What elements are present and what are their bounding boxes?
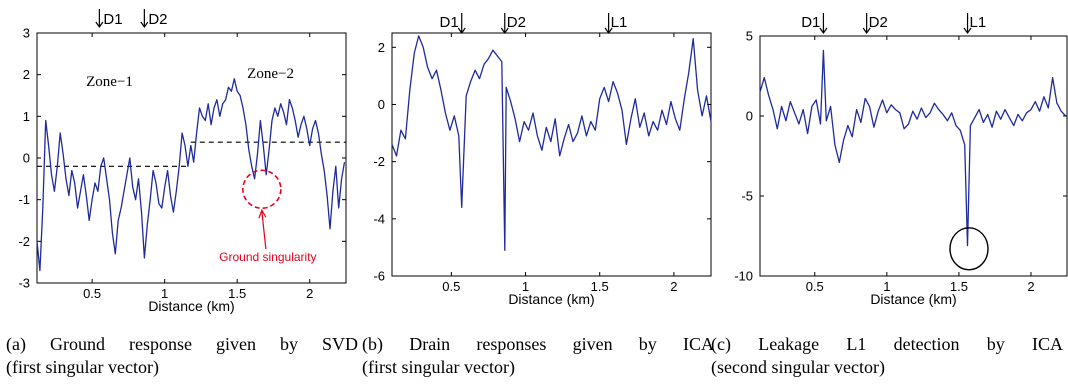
caption-b: (b) Drain responses given by ICA (first …: [362, 333, 714, 379]
panel-a-marker-D1-arrow: [95, 9, 104, 29]
panel-b-ytick-label-1: -4: [373, 211, 385, 226]
panel-b-xtick-label-1: 1: [522, 279, 529, 294]
panel-c-leak-circle: [949, 227, 989, 271]
panel-c-frame: [759, 35, 1068, 277]
panel-a-frame: [36, 32, 347, 284]
panel-c-ytick-label-0: -10: [734, 269, 753, 284]
panel-c-marker-D1-label: D1: [801, 14, 820, 31]
panel-a-ytick-label-2: -1: [18, 192, 30, 207]
panel-a-ytick-label-3: 0: [23, 151, 30, 166]
panel-c-marker-L1-arrow: [963, 13, 972, 35]
panel-b-marker-D2-arrow-head: [500, 27, 509, 35]
panel-c-marker-L1-arrow-head: [963, 27, 972, 35]
panel-b-marker-D1-arrow-head: [457, 27, 466, 35]
panel-a-zone2-label: Zone−2: [247, 66, 294, 82]
panel-a-ytick-label-4: 1: [23, 109, 30, 124]
panel-c-chart: -10 -5 0 5 0.5 1 1.5 2 Distance (km) D1 D2 L1: [734, 13, 1068, 307]
panel-a-xlabel: Distance (km): [148, 298, 234, 314]
panel-b-marker-D1-label: D1: [440, 14, 459, 31]
panel-a-marker-D2-arrow-head: [140, 21, 149, 29]
panel-b-ytick-label-3: 0: [378, 97, 385, 112]
panel-a-ytick-label-6: 3: [23, 26, 30, 41]
caption-a-line1: (a) Ground response given by SVD: [6, 334, 358, 354]
caption-c-line2: (second singular vector): [711, 357, 885, 377]
panel-a-xtick-label-2: 1.5: [228, 286, 246, 301]
panel-b-marker-L1-arrow-head: [604, 27, 613, 35]
panel-c-xtick-label-3: 2: [1027, 279, 1034, 294]
panel-c-marker-D2: D2: [862, 13, 888, 35]
panel-b-ytick-label-4: 2: [378, 40, 385, 55]
panel-a-xtick-label-3: 2: [306, 286, 313, 301]
panel-b-frame: [391, 32, 712, 277]
caption-c: (c) Leakage L1 detection by ICA (second …: [711, 333, 1063, 379]
panel-b-xlabel: Distance (km): [508, 291, 594, 307]
panel-a-marker-D2-label: D2: [148, 11, 167, 28]
panel-b-marker-D1-arrow: [457, 13, 466, 35]
caption-c-line1: (c) Leakage L1 detection by ICA: [711, 334, 1063, 354]
panel-a-ytick-label-1: -2: [18, 234, 30, 249]
panel-b-marker-L1: L1: [604, 13, 628, 35]
panel-b-marker-D2-label: D2: [507, 14, 526, 31]
panel-a-marker-D1-arrow-head: [95, 21, 104, 29]
panel-c-ytick-label-3: 5: [746, 29, 753, 44]
panel-c-marker-D2-label: D2: [869, 14, 888, 31]
panel-c-marker-D1: D1: [801, 13, 828, 35]
panel-c-ytick-label-1: -5: [741, 189, 753, 204]
panel-a-chart: -3 -2 -1 0 1 2 3 0.5 1 1.5 2 Distance (km) D1 D2 Zone−…: [18, 9, 347, 314]
panel-a-singularity-label: Ground singularity: [219, 250, 316, 264]
panel-b-marker-D2-arrow: [500, 13, 509, 35]
panel-a-marker-D1-label: D1: [103, 11, 122, 28]
caption-b-line1: (b) Drain responses given by ICA: [362, 334, 714, 354]
panel-c-marker-L1-label: L1: [970, 14, 987, 31]
panel-a-ytick-label-5: 2: [23, 67, 30, 82]
panel-b-series-0-line: [391, 35, 712, 251]
panel-c-marker-D1-arrow: [819, 13, 828, 35]
caption-a: (a) Ground response given by SVD (first …: [6, 333, 358, 379]
panel-c-marker-L1: L1: [963, 13, 987, 35]
panel-c-xtick-label-2: 1.5: [950, 279, 968, 294]
panel-c-marker-D1-arrow-head: [819, 27, 828, 35]
panel-a-marker-D2: D2: [140, 9, 168, 29]
panel-b-xtick-label-2: 1.5: [591, 279, 609, 294]
panel-c-xlabel: Distance (km): [870, 291, 956, 307]
panel-a-zone1-label: Zone−1: [86, 74, 133, 90]
panel-b-marker-L1-arrow: [604, 13, 613, 35]
panel-b-chart: -6 -4 -2 0 2 0.5 1 1.5 2 Distance (km) D1 D2 L1: [373, 13, 712, 307]
caption-b-line2: (first singular vector): [362, 357, 515, 377]
panel-a-series-0-line: [36, 78, 346, 272]
panel-b-marker-L1-label: L1: [611, 14, 628, 31]
panel-b-marker-D2: D2: [500, 13, 526, 35]
panel-c-series-0-line: [759, 49, 1067, 247]
panel-a-marker-D2-arrow: [140, 9, 149, 29]
panel-b-xtick-label-0: 0.5: [442, 279, 460, 294]
panel-c-marker-D2-arrow-head: [862, 27, 871, 35]
panel-b-ytick-label-2: -2: [373, 154, 385, 169]
panel-a-singularity-arrow-head: [258, 208, 267, 219]
caption-a-line2: (first singular vector): [6, 357, 159, 377]
panel-b-marker-D1: D1: [440, 13, 466, 35]
panel-a-ytick-label-0: -3: [18, 276, 30, 291]
panel-c-marker-D2-arrow: [862, 13, 871, 35]
panel-a-marker-D1: D1: [95, 9, 123, 29]
panel-a-singularity-arrow-shaft: [261, 211, 267, 250]
panel-b-xtick-label-3: 2: [670, 279, 677, 294]
panel-b-ytick-label-0: -6: [373, 269, 385, 284]
panel-c-xtick-label-0: 0.5: [806, 279, 824, 294]
panel-a-xtick-label-0: 0.5: [83, 286, 101, 301]
panel-c-xtick-label-1: 1: [883, 279, 890, 294]
panel-c-ytick-label-2: 0: [746, 109, 753, 124]
panel-a-singularity-circle: [242, 169, 282, 210]
panel-a-xtick-label-1: 1: [161, 286, 168, 301]
